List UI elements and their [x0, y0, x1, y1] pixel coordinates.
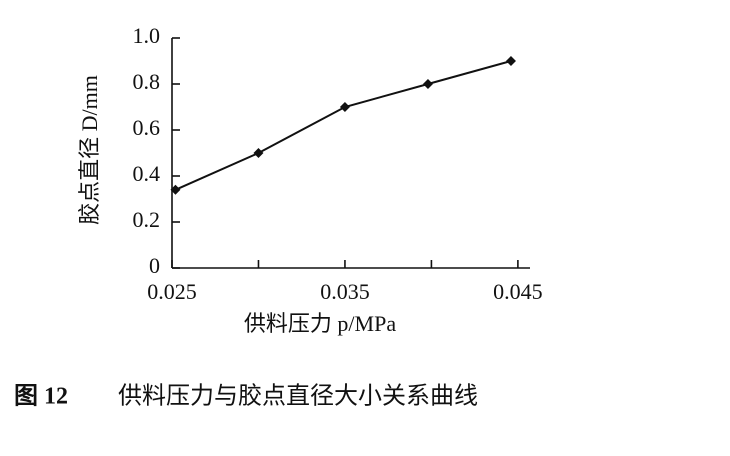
y-tick-label: 0: [149, 253, 160, 278]
data-point: [170, 184, 181, 195]
data-point: [339, 102, 350, 112]
y-tick-label: 1.0: [133, 23, 161, 48]
y-tick-label: 0.8: [133, 69, 161, 94]
caption-label: 图 12: [14, 383, 68, 410]
y-tick-label: 0.2: [133, 207, 161, 232]
data-point: [422, 79, 433, 89]
data-point: [253, 148, 264, 158]
data-line: [175, 60, 512, 191]
y-tick-label: 0.6: [133, 115, 161, 140]
x-axis-label: 供料压力 p/MPa: [244, 311, 396, 336]
data-point: [505, 56, 516, 66]
y-tick-label: 0.4: [133, 161, 161, 186]
x-tick-label: 0.035: [320, 279, 370, 304]
caption: 供料压力与胶点直径大小关系曲线: [118, 383, 478, 410]
x-tick-label: 0.045: [493, 279, 543, 304]
y-axis-label: 胶点直径 D/mm: [77, 75, 102, 225]
x-tick-label: 0.025: [147, 279, 197, 304]
